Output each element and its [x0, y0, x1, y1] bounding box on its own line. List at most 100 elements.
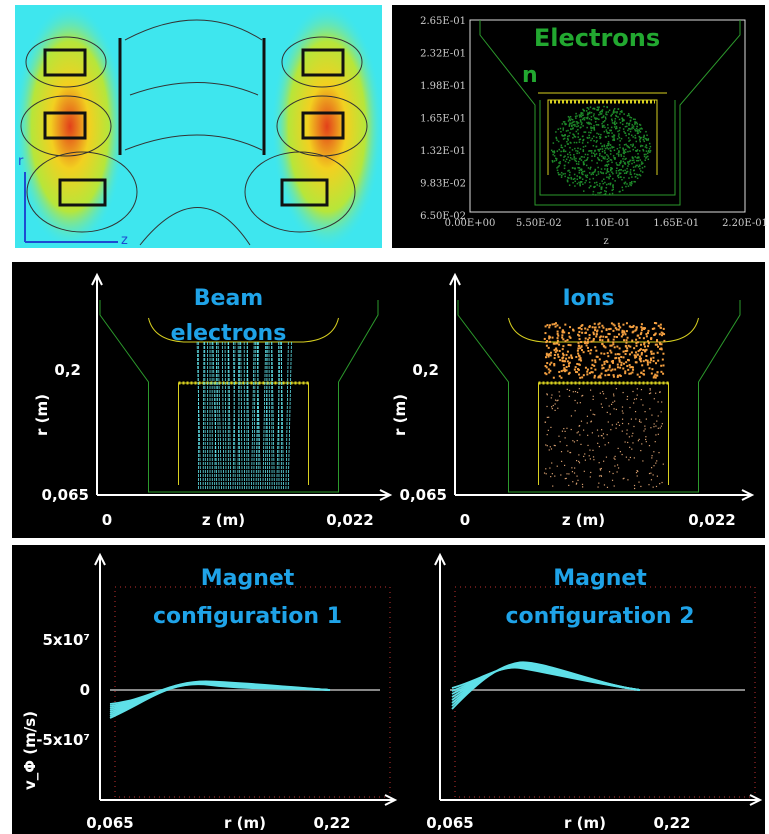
particle — [587, 137, 589, 139]
particle — [591, 174, 593, 176]
particle — [567, 181, 569, 183]
particle — [636, 174, 638, 176]
particle — [626, 122, 628, 124]
particle — [598, 149, 600, 151]
particle — [583, 151, 585, 153]
ion — [625, 342, 627, 344]
ion — [600, 393, 601, 394]
ion — [627, 337, 629, 339]
ion — [655, 377, 657, 379]
particle — [593, 108, 595, 110]
particle — [569, 184, 571, 186]
ion — [586, 373, 588, 375]
particle — [598, 114, 600, 116]
ion — [557, 466, 558, 467]
particle — [589, 172, 591, 174]
particle — [593, 178, 595, 180]
particle — [617, 116, 619, 118]
ion — [561, 337, 563, 339]
ion — [603, 393, 604, 394]
particle — [583, 131, 585, 133]
particle — [618, 108, 620, 110]
particle — [584, 182, 586, 184]
particle — [607, 171, 609, 173]
ion — [599, 339, 601, 341]
particle — [621, 155, 623, 157]
ion — [662, 353, 664, 355]
particle — [622, 166, 624, 168]
particle — [569, 147, 571, 149]
particle — [642, 163, 644, 165]
ion — [651, 368, 653, 370]
ion — [641, 329, 643, 331]
ion — [628, 459, 629, 460]
particle — [577, 167, 579, 169]
particle — [590, 167, 592, 169]
particle — [618, 154, 620, 156]
ion — [629, 407, 630, 408]
particle — [585, 145, 587, 147]
ion — [603, 433, 604, 434]
ion — [557, 335, 559, 337]
ion — [631, 351, 633, 353]
ion — [587, 329, 589, 331]
particle — [607, 127, 609, 128]
particle — [639, 128, 641, 130]
ion — [618, 357, 620, 359]
particle — [610, 159, 612, 161]
y-tick-label: 1.98E-01 — [420, 81, 466, 92]
ion — [593, 333, 595, 335]
ion — [627, 396, 628, 397]
ion — [626, 365, 628, 367]
ion — [557, 340, 559, 342]
particle — [571, 125, 573, 127]
ion — [627, 369, 629, 371]
particle — [625, 126, 627, 128]
particle — [582, 114, 584, 116]
particle — [637, 153, 639, 155]
ion — [604, 374, 606, 376]
particle — [604, 156, 606, 158]
ion — [642, 349, 644, 351]
particle — [569, 124, 571, 126]
particle — [642, 167, 644, 169]
ion — [620, 364, 622, 366]
ion — [639, 356, 641, 358]
ion — [577, 392, 578, 393]
particle — [577, 179, 579, 181]
ion — [635, 329, 637, 331]
ion — [562, 356, 564, 358]
particle — [585, 131, 587, 133]
ion — [603, 367, 605, 369]
ion — [610, 352, 612, 354]
ion — [625, 353, 627, 355]
ion — [636, 472, 637, 473]
electrons-panel: Electrons n 2.65E-012.32E-011.98E-011.65… — [392, 5, 768, 248]
particle — [630, 174, 632, 176]
particle — [557, 150, 559, 152]
particle — [560, 131, 562, 133]
ion — [564, 465, 565, 466]
ion — [589, 337, 591, 339]
particle — [589, 122, 591, 124]
particle — [629, 161, 631, 163]
ion — [594, 323, 596, 325]
ion — [654, 333, 656, 335]
ion — [584, 327, 586, 329]
ion — [577, 402, 578, 403]
ion — [598, 435, 599, 436]
particle — [637, 132, 639, 134]
particle — [624, 144, 626, 146]
particle — [606, 184, 608, 186]
ion — [555, 400, 556, 401]
ion — [545, 373, 547, 375]
particle — [597, 157, 599, 159]
ion — [596, 333, 598, 335]
ion — [587, 342, 589, 344]
ion — [575, 356, 577, 358]
particle — [569, 160, 571, 162]
particle — [619, 191, 621, 193]
ion — [548, 372, 550, 374]
particle — [604, 152, 606, 154]
y-tick-label: 0,065 — [42, 486, 89, 504]
